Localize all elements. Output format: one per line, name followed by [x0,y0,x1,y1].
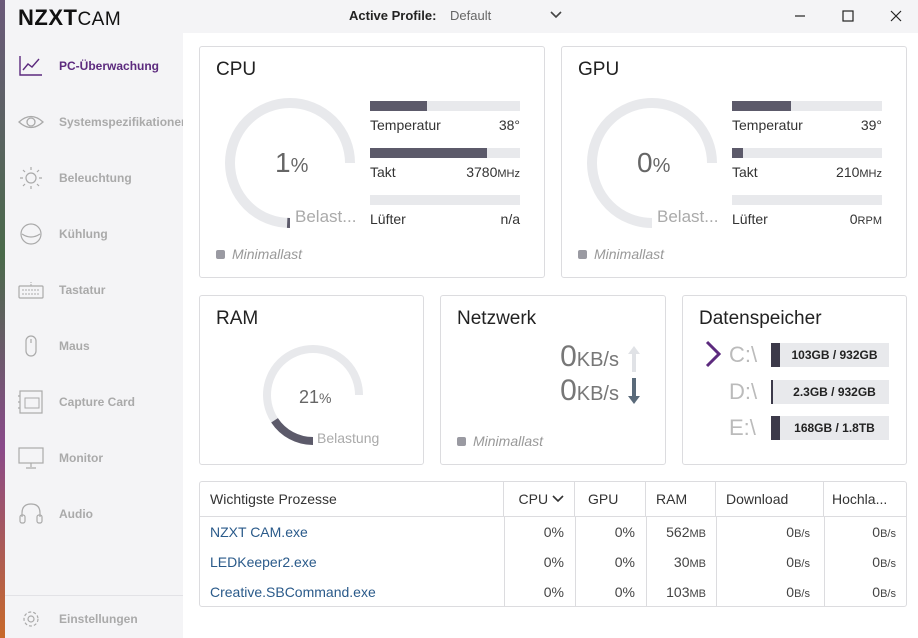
gpu-status: Minimallast [578,246,664,262]
cpu-load-label: Belast... [295,207,357,226]
arrow-up-icon [628,346,640,372]
ram-title: RAM [216,308,259,329]
sidebar-item-system-specs[interactable]: Systemspezifikationen [5,102,188,142]
storage-card[interactable]: Datenspeicher C:\ 103GB / 932GB D:\ 2.3G… [682,295,907,465]
drive-letter-d: D:\ [729,379,758,404]
column-divider [646,516,647,606]
sun-icon [20,167,42,189]
cpu-title: CPU [216,59,257,80]
network-download-value: 0KB/s [560,340,619,373]
ram-load-value: 21% [299,387,332,407]
capture-card-icon [18,390,43,414]
top-processes-table: Wichtigste Prozesse CPU GPU RAM Download… [199,481,907,607]
sidebar-item-settings[interactable]: Einstellungen [5,599,183,638]
eye-icon [18,115,44,129]
gpu-load-label: Belast... [657,207,719,226]
minimize-button[interactable] [790,6,810,26]
sidebar-item-lighting[interactable]: Beleuchtung [5,158,183,198]
column-divider [575,516,576,606]
title-bar: NZXTCAM Active Profile: Default [5,0,918,33]
drive-letter-e: E:\ [729,415,756,440]
network-title: Netzwerk [457,308,537,329]
sidebar-item-audio[interactable]: Audio [5,494,183,534]
sidebar-item-keyboard[interactable]: Tastatur [5,270,183,310]
gpu-load-gauge [587,98,717,228]
column-header-download[interactable]: Download [716,482,824,516]
arrow-down-icon [628,378,640,404]
network-status: Minimallast [457,433,543,449]
sidebar-item-pc-monitoring[interactable]: PC-Überwachung [5,46,183,86]
chevron-right-icon [705,340,721,368]
gpu-card[interactable]: GPU 0% Belast... Minimallast Temperatur … [561,46,907,278]
sidebar-item-monitor[interactable]: Monitor [5,438,183,478]
storage-title: Datenspeicher [699,308,822,329]
drive-usage-e[interactable]: 168GB / 1.8TB [771,416,889,440]
column-header-ram[interactable]: RAM [646,482,716,516]
drive-usage-c[interactable]: 103GB / 932GB [771,343,889,367]
status-indicator [216,250,225,259]
column-header-upload[interactable]: Hochla... [832,491,888,507]
active-profile-value[interactable]: Default [450,8,492,23]
sidebar-item-mouse[interactable]: Maus [5,326,183,366]
drive-letter-c: C:\ [729,342,758,367]
monitor-icon [18,447,44,469]
main-content: CPU 1% Belast... Minimallast Temperatur … [183,33,918,638]
sidebar-item-cooling[interactable]: Kühlung [5,214,183,254]
mouse-icon [25,335,37,357]
keyboard-icon [18,282,44,299]
gear-icon [23,611,39,627]
headset-icon [19,503,43,524]
active-profile-label: Active Profile: [349,8,437,23]
gpu-load-value: 0% [637,147,671,178]
status-indicator [457,437,466,446]
column-header-cpu[interactable]: CPU [504,482,575,516]
sidebar: PC-Überwachung Systemspezifikationen Bel… [5,33,188,638]
ram-load-label: Belastung [317,430,380,446]
column-divider [824,516,825,606]
status-indicator [578,250,587,259]
column-divider [716,516,717,606]
app-logo: NZXTCAM [18,5,122,30]
chevron-down-icon[interactable] [549,8,563,22]
close-button[interactable] [886,6,906,26]
cpu-load-gauge [225,98,355,228]
cpu-card[interactable]: CPU 1% Belast... Minimallast Temperatur … [199,46,545,278]
cpu-status: Minimallast [216,246,302,262]
sort-desc-icon [552,495,564,503]
line-chart-icon [19,56,42,76]
network-upload-value: 0KB/s [560,374,619,407]
ram-load-gauge [263,345,363,445]
column-divider [504,516,505,606]
gpu-title: GPU [578,59,620,80]
maximize-button[interactable] [838,6,858,26]
table-header-divider [200,516,906,517]
sidebar-item-capture-card[interactable]: Capture Card [5,382,183,422]
active-profile-selector[interactable]: Active Profile: Default [349,8,562,23]
network-card[interactable]: Netzwerk 0KB/s 0KB/s Minimallast [440,295,666,465]
sidebar-divider [5,595,183,596]
cooling-icon [20,223,42,245]
column-header-process[interactable]: Wichtigste Prozesse [200,482,504,516]
drive-usage-d[interactable]: 2.3GB / 932GB [771,380,889,404]
column-header-gpu[interactable]: GPU [575,482,646,516]
ram-card[interactable]: RAM 21% Belastung [199,295,424,465]
cpu-load-value: 1% [275,147,309,178]
desktop-background-strip [0,0,5,638]
